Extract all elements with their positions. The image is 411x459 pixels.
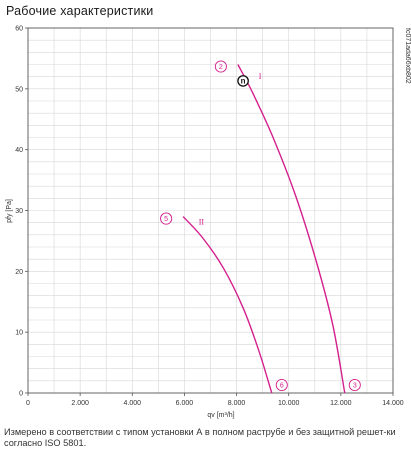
curve-name-label: I <box>259 72 262 81</box>
curve-marker-5 <box>160 212 173 225</box>
curve-2 <box>182 216 273 394</box>
curve-marker-label: 6 <box>280 383 284 390</box>
operating-point-marker <box>237 75 249 87</box>
curve-1 <box>237 64 346 394</box>
y-axis-label: pfy [Pa] <box>6 199 13 223</box>
performance-chart: 0 2.000 4.000 6.000 8.000 10.000 12.000 14.000 … <box>6 26 411 420</box>
curve-marker-label: 3 <box>353 383 357 390</box>
y-tick-label: 60 <box>15 26 23 33</box>
curve-marker-6 <box>275 378 288 392</box>
x-tick-label: 4.000 <box>124 400 142 407</box>
curve-marker-3 <box>348 378 361 392</box>
y-tick-label: 10 <box>15 330 23 337</box>
curve-name-label: II <box>199 217 205 226</box>
x-tick-label: 14.000 <box>382 400 404 407</box>
x-tick-label: 2.000 <box>71 400 89 407</box>
x-tick-label: 0 <box>26 400 30 407</box>
chart-code: fc071ada66xb802 <box>404 28 411 84</box>
y-tick-label: 0 <box>19 391 23 398</box>
y-tick-labels: 0 10 20 30 40 50 60 <box>15 26 23 398</box>
footnote: Измерено в соответствии с типом установк… <box>4 427 396 448</box>
curve-marker-2 <box>214 60 227 73</box>
x-tick-label: 10.000 <box>278 400 300 407</box>
axes <box>25 27 394 396</box>
x-tick-label: 6.000 <box>176 400 194 407</box>
y-tick-label: 50 <box>15 86 23 93</box>
x-tick-label: 12.000 <box>330 400 352 407</box>
y-tick-label: 30 <box>15 208 23 215</box>
y-tick-label: 20 <box>15 269 23 276</box>
operating-point-label: n <box>241 77 246 86</box>
curve-markers: 2 3 I 5 6 II n <box>160 60 361 392</box>
grid-lines <box>28 28 393 393</box>
curve-marker-label: 5 <box>164 216 168 223</box>
page-title: Рабочие характеристики <box>6 4 154 18</box>
x-axis-label: qv [m³/h] <box>207 412 234 419</box>
x-tick-labels: 0 2.000 4.000 6.000 8.000 10.000 12.000 14.000 <box>26 400 404 407</box>
curves <box>182 64 346 394</box>
curve-marker-label: 2 <box>219 64 223 71</box>
y-tick-label: 40 <box>15 147 23 154</box>
x-tick-label: 8.000 <box>228 400 246 407</box>
